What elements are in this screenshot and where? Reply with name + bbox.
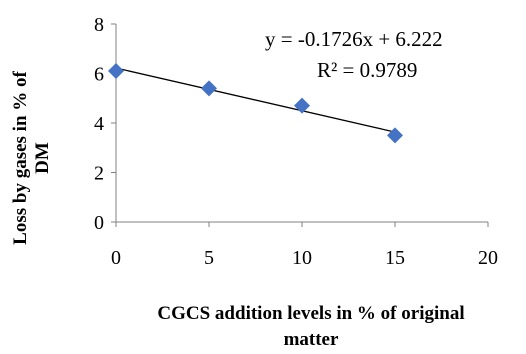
y-tick-label: 6 [94, 64, 104, 86]
y-axis-title: Loss by gases in % of DM [10, 70, 53, 244]
y-tick-label: 2 [94, 163, 104, 185]
trendline-equation: y = -0.1726x + 6.222 [265, 27, 443, 51]
data-point [108, 63, 124, 80]
data-point [201, 80, 217, 97]
y-tick-label: 8 [94, 14, 104, 36]
x-tick-labels: 0 5 10 15 20 [111, 247, 498, 269]
x-tick-label: 0 [111, 247, 121, 269]
data-point [294, 97, 310, 114]
r-squared-label: R² = 0.9789 [317, 58, 417, 82]
x-axis-title-line1: CGCS addition levels in % of original [157, 303, 464, 324]
trendline [115, 67, 396, 133]
data-points [108, 63, 403, 144]
y-tick-label: 4 [94, 113, 104, 135]
x-tick-label: 20 [478, 247, 498, 269]
trendline-group [115, 67, 396, 133]
axes [111, 23, 489, 227]
y-tick-label: 0 [94, 212, 104, 234]
y-axis-title-line2: DM [32, 142, 53, 174]
data-point [387, 127, 403, 144]
x-tick-label: 5 [204, 247, 214, 269]
x-tick-label: 15 [385, 247, 405, 269]
y-axis-title-line1: Loss by gases in % of [10, 70, 31, 244]
y-tick-labels: 0 2 4 6 8 [94, 14, 104, 234]
x-tick-label: 10 [292, 247, 312, 269]
x-axis-title-line2: matter [284, 329, 339, 350]
